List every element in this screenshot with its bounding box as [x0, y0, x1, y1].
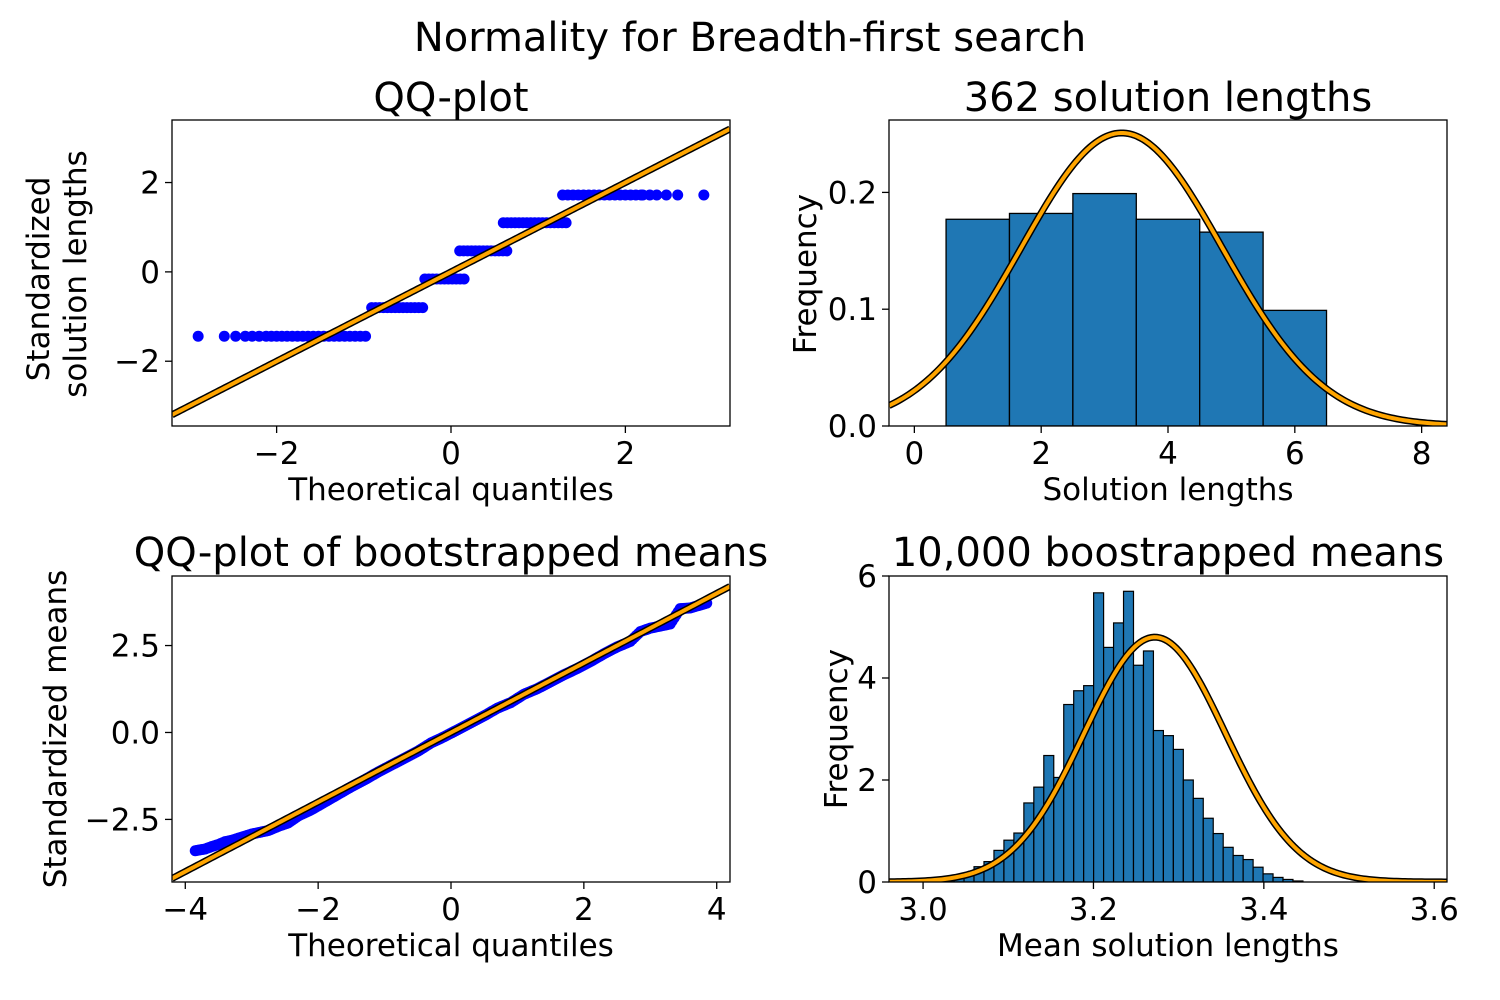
qq-point — [360, 330, 372, 342]
y-tick-label: 0.0 — [828, 409, 877, 445]
qq-point — [218, 330, 230, 342]
qq-point — [698, 189, 710, 201]
qq-point — [660, 189, 672, 201]
qq-point — [192, 330, 204, 342]
x-tick-label: 6 — [1285, 436, 1305, 472]
y-tick-label: 0.2 — [828, 175, 877, 211]
plot-frame — [171, 575, 731, 883]
y-tick-label: 2.5 — [111, 629, 160, 665]
normal-fit-curve — [889, 130, 1447, 426]
y-tick-label: 0 — [857, 865, 877, 901]
histogram-bar — [1073, 690, 1085, 882]
plot-frame — [888, 575, 1448, 883]
y-tick-label: 4 — [857, 661, 877, 697]
x-tick-label: 3.4 — [1239, 892, 1288, 928]
x-tick-label: 8 — [1412, 436, 1432, 472]
reference-line — [172, 127, 730, 417]
y-tick-label: 2 — [857, 763, 877, 799]
histogram-bar — [1043, 754, 1055, 882]
y-tick-label: 2 — [140, 166, 160, 202]
histogram-bar — [1162, 735, 1174, 882]
x-tick-label: 0 — [904, 436, 924, 472]
histogram-bar — [1135, 218, 1201, 426]
panel-title: QQ-plot of bootstrapped means — [134, 530, 768, 576]
histogram-bar — [1122, 590, 1135, 882]
bootstrapped-qq-plot-panel: QQ-plot of bootstrapped means Theoretica… — [38, 530, 768, 964]
histogram-bar — [1063, 703, 1075, 882]
histogram-bar — [1093, 592, 1105, 882]
qq-point — [651, 189, 663, 201]
figure-title: Normality for Breadth-first search — [414, 15, 1086, 61]
histogram-bar — [1242, 858, 1254, 882]
y-tick-label: 0.0 — [111, 715, 160, 751]
x-tick-label: 3.6 — [1410, 892, 1459, 928]
qq-plot-panel: QQ-plot Theoretical quantiles Standardiz… — [21, 75, 731, 508]
y-axis-label: Frequency — [819, 649, 855, 809]
reference-line — [172, 584, 730, 881]
y-axis-label: Standardized solution lengths — [21, 150, 94, 398]
histogram-bar — [1033, 786, 1045, 882]
x-axis-label: Solution lengths — [1042, 472, 1293, 508]
x-tick-label: 2 — [1031, 436, 1051, 472]
qq-point — [230, 330, 242, 342]
histogram-bar — [1202, 817, 1214, 882]
solution-lengths-histogram-panel: 362 solution lengths Solution lengths Fr… — [788, 75, 1448, 508]
x-axis-label: Theoretical quantiles — [287, 928, 614, 964]
panel-title: 10,000 boostrapped means — [892, 530, 1444, 576]
qq-point — [560, 217, 572, 229]
histogram-bar — [1222, 846, 1234, 882]
y-axis-label: Standardized means — [38, 570, 74, 889]
histogram-bar — [1132, 664, 1145, 882]
histogram-bar — [1212, 832, 1224, 882]
y-tick-label: −2 — [114, 344, 160, 380]
x-tick-label: 3.2 — [1069, 892, 1118, 928]
x-tick-label: −2 — [295, 892, 341, 928]
y-tick-label: 0.1 — [828, 292, 877, 328]
x-tick-label: 2 — [574, 892, 594, 928]
x-tick-label: 4 — [707, 892, 727, 928]
y-tick-label: −2.5 — [85, 802, 160, 838]
x-tick-label: 3.0 — [898, 892, 947, 928]
bootstrapped-means-histogram-panel: 10,000 boostrapped means Mean solution l… — [819, 530, 1459, 964]
histogram-bar — [1152, 729, 1164, 882]
y-axis-label: Frequency — [788, 194, 824, 354]
histogram-bar — [1272, 876, 1284, 882]
x-tick-label: 0 — [441, 436, 461, 472]
qq-point — [417, 302, 429, 314]
plot-frame — [171, 119, 731, 427]
y-tick-label: 0 — [140, 255, 160, 291]
x-axis-label: Mean solution lengths — [997, 928, 1339, 964]
histogram-bar — [1192, 797, 1204, 882]
histogram-bar — [1142, 650, 1155, 882]
histogram-bar — [1172, 748, 1184, 882]
panel-title: QQ-plot — [373, 75, 528, 121]
histogram-bar — [1252, 866, 1264, 882]
histogram-bar — [1232, 854, 1244, 882]
x-tick-label: 4 — [1158, 436, 1178, 472]
x-tick-label: −2 — [254, 436, 300, 472]
x-tick-label: 0 — [441, 892, 461, 928]
y-tick-label: 6 — [857, 559, 877, 595]
x-axis-label: Theoretical quantiles — [287, 472, 614, 508]
x-tick-label: 2 — [616, 436, 636, 472]
histogram-bar — [1182, 779, 1194, 882]
qq-point — [458, 273, 470, 285]
y-axis-label-line-1: Standardized — [21, 177, 57, 382]
plot-frame — [888, 119, 1448, 427]
y-axis-label-line-2: solution lengths — [58, 150, 94, 398]
histogram-bar — [1262, 873, 1274, 882]
panel-title: 362 solution lengths — [964, 75, 1373, 121]
normal-fit-curve — [889, 635, 1447, 882]
histogram-bar — [1072, 192, 1137, 426]
qq-point — [672, 189, 684, 201]
x-tick-label: −4 — [162, 892, 208, 928]
histogram-bar — [1023, 802, 1035, 882]
